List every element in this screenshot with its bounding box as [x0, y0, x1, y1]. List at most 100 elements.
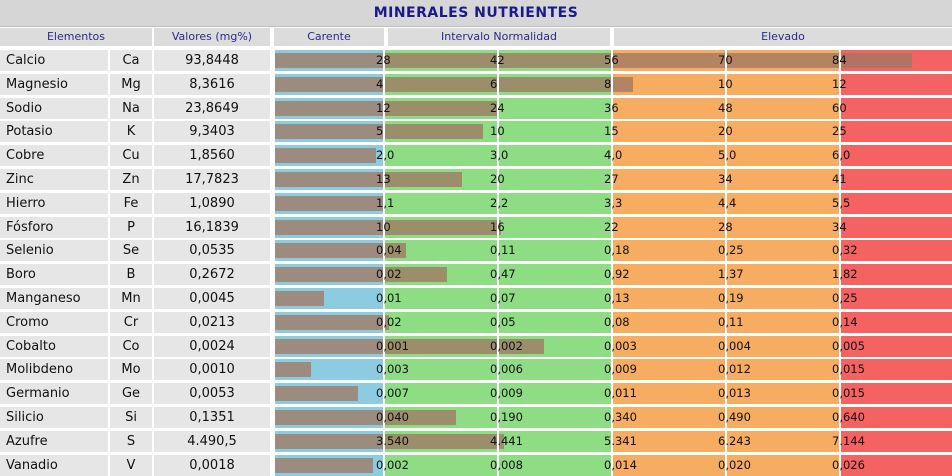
element-name: Cobre [0, 145, 108, 167]
tick-label: 28 [376, 53, 391, 67]
value-bar [275, 433, 505, 449]
grid-line [383, 97, 385, 119]
grid-line [839, 192, 841, 214]
grid-line [611, 73, 613, 95]
tick-label: 4.441 [490, 433, 523, 448]
tick-label: 0,015 [832, 386, 865, 401]
grid-line [497, 121, 499, 143]
band-high [840, 430, 952, 452]
tick-label: 20 [718, 124, 733, 139]
element-symbol: Fe [110, 192, 152, 214]
grid-line [839, 240, 841, 262]
element-symbol: Cu [110, 145, 152, 167]
tick-label: 0,32 [832, 243, 858, 258]
element-value: 0,0213 [154, 311, 270, 333]
element-name: Cobalto [0, 335, 108, 357]
tick-label: 4,4 [718, 195, 737, 210]
grid-line [725, 50, 727, 71]
element-value: 23,8649 [154, 97, 270, 119]
band-high [840, 145, 952, 167]
grid-line [725, 121, 727, 143]
grid-line [611, 383, 613, 405]
tick-label: 0,009 [490, 386, 523, 401]
element-symbol: Ge [110, 383, 152, 405]
tick-label: 6,0 [832, 148, 851, 163]
tick-label: 12 [832, 76, 847, 91]
band-high [840, 216, 952, 238]
value-bar [275, 53, 912, 68]
title-bar: MINERALES NUTRIENTES [0, 0, 952, 27]
grid-line [497, 288, 499, 309]
tick-label: 0,14 [832, 314, 858, 329]
tick-label: 0,01 [376, 291, 402, 305]
grid-line [839, 311, 841, 333]
tick-label: 0,004 [718, 338, 751, 353]
tick-label: 24 [490, 100, 505, 115]
element-name: Magnesio [0, 73, 108, 95]
element-value: 0,0018 [154, 454, 270, 476]
tick-label: 0,340 [604, 410, 637, 424]
grid-line [383, 454, 385, 476]
band-high [840, 264, 952, 286]
tick-label: 0,05 [490, 314, 516, 329]
grid-line [839, 335, 841, 357]
tick-label: 34 [832, 219, 847, 234]
value-bar [275, 243, 406, 259]
tick-label: 0,026 [832, 457, 865, 472]
element-symbol: Co [110, 335, 152, 357]
grid-line [611, 121, 613, 143]
element-name: Azufre [0, 430, 108, 452]
tick-label: 0,92 [604, 267, 630, 282]
grid-line [725, 240, 727, 262]
element-name: Boro [0, 264, 108, 286]
element-value: 0,1351 [154, 407, 270, 428]
element-symbol: Mo [110, 359, 152, 381]
tick-label: 0,11 [718, 314, 744, 329]
tick-label: 0,490 [718, 410, 751, 424]
value-bar [275, 338, 544, 354]
tick-label: 10 [490, 124, 505, 139]
tick-label: 6.243 [718, 433, 751, 448]
grid-line [725, 216, 727, 238]
grid-line [839, 97, 841, 119]
grid-line [497, 97, 499, 119]
header-deficient: Carente [274, 28, 384, 46]
grid-line [497, 359, 499, 381]
tick-label: 0,020 [718, 457, 751, 472]
element-value: 9,3403 [154, 121, 270, 143]
band-high [840, 240, 952, 262]
band-high [840, 383, 952, 405]
grid-line [497, 383, 499, 405]
tick-label: 0,18 [604, 243, 630, 258]
grid-line [725, 359, 727, 381]
grid-line [611, 288, 613, 309]
grid-line [497, 311, 499, 333]
element-symbol: K [110, 121, 152, 143]
element-name: Selenio [0, 240, 108, 262]
tick-label: 41 [832, 172, 847, 186]
tick-label: 2,2 [490, 195, 509, 210]
element-value: 0,0010 [154, 359, 270, 381]
grid-line [383, 50, 385, 71]
grid-line [383, 73, 385, 95]
element-symbol: Se [110, 240, 152, 262]
value-bar [275, 410, 457, 425]
grid-line [839, 50, 841, 71]
grid-line [497, 73, 499, 95]
tick-label: 0,005 [832, 338, 865, 353]
element-symbol: S [110, 430, 152, 452]
tick-label: 56 [604, 53, 619, 67]
value-bar [275, 219, 502, 235]
grid-line [725, 169, 727, 190]
element-symbol: Na [110, 97, 152, 119]
element-value: 1,8560 [154, 145, 270, 167]
tick-label: 12 [376, 100, 391, 115]
band-high [840, 407, 952, 428]
tick-label: 0,25 [832, 291, 858, 305]
grid-line [383, 383, 385, 405]
tick-label: 0,003 [376, 362, 409, 377]
tick-label: 0,015 [832, 362, 865, 377]
tick-label: 0,006 [490, 362, 523, 377]
grid-line [497, 169, 499, 190]
